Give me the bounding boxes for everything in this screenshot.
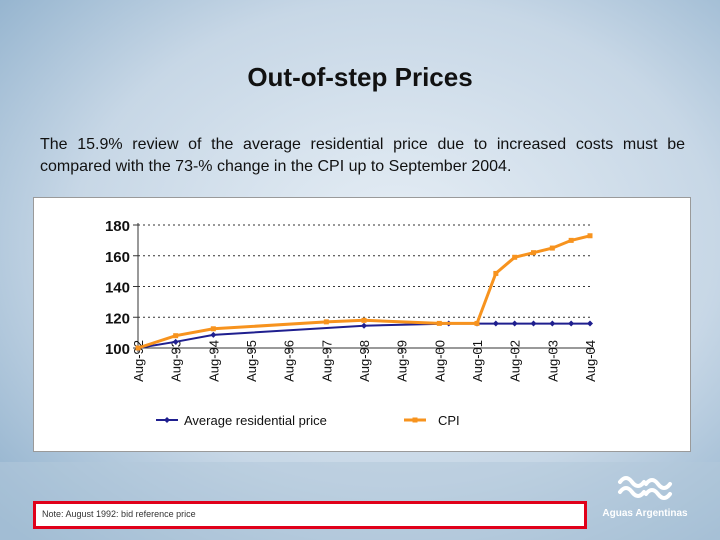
cpi-point bbox=[587, 233, 593, 239]
x-tick-label: Aug-01 bbox=[470, 340, 485, 382]
x-tick-label: Aug-95 bbox=[244, 340, 259, 382]
logo-text: Aguas Argentinas bbox=[602, 508, 688, 519]
legend-label: Average residential price bbox=[184, 413, 327, 428]
y-tick-label: 100 bbox=[105, 341, 130, 358]
x-tick-label: Aug-02 bbox=[508, 340, 523, 382]
x-tick-label: Aug-92 bbox=[131, 340, 146, 382]
company-logo: Aguas Argentinas bbox=[590, 470, 700, 520]
y-tick-label: 180 bbox=[105, 218, 130, 235]
cpi-point bbox=[436, 320, 442, 326]
legend-marker bbox=[164, 417, 170, 423]
cpi-point bbox=[323, 319, 329, 325]
x-tick-label: Aug-98 bbox=[357, 340, 372, 382]
series-line bbox=[137, 322, 590, 349]
slide-subtitle: The 15.9% review of the average resident… bbox=[40, 136, 685, 175]
cpi-point bbox=[361, 317, 367, 323]
residential-point bbox=[361, 322, 367, 329]
residential-point bbox=[511, 320, 518, 327]
cpi-point bbox=[210, 326, 216, 332]
cpi-point bbox=[512, 254, 518, 260]
legend-marker bbox=[412, 417, 418, 423]
x-tick-label: Aug-96 bbox=[282, 340, 297, 382]
slide-title: Out-of-step Prices bbox=[247, 62, 473, 92]
residential-point bbox=[210, 331, 217, 338]
x-tick-label: Aug-93 bbox=[169, 340, 184, 382]
cpi-point bbox=[493, 270, 499, 276]
residential-point bbox=[549, 320, 556, 327]
x-tick-label: Aug-97 bbox=[319, 340, 334, 382]
residential-point bbox=[530, 320, 537, 327]
note-text: Note: August 1992: bid reference price bbox=[42, 509, 196, 519]
series-line bbox=[137, 234, 591, 350]
cpi-point bbox=[135, 345, 141, 351]
cpi-point bbox=[549, 245, 555, 251]
note-box: Note: August 1992: bid reference price bbox=[33, 501, 587, 529]
x-tick-label: Aug-99 bbox=[395, 340, 410, 382]
cpi-point bbox=[531, 250, 536, 256]
cpi-point bbox=[474, 320, 480, 326]
y-tick-label: 120 bbox=[105, 310, 130, 327]
y-tick-label: 140 bbox=[105, 280, 130, 297]
chart-panel: 100 120 140 160 180 Aug-92 Aug-93 Aug-94 Aug-95 A… bbox=[33, 197, 691, 452]
legend-label: CPI bbox=[438, 413, 460, 428]
residential-point bbox=[568, 320, 575, 327]
x-tick-label: Aug-94 bbox=[206, 340, 221, 382]
cpi-point bbox=[568, 237, 574, 243]
aguas-argentinas-wave-logo-icon bbox=[618, 476, 672, 500]
x-tick-label: Aug-04 bbox=[583, 340, 598, 382]
residential-point bbox=[587, 320, 593, 327]
residential-point bbox=[172, 338, 179, 345]
y-tick-label: 160 bbox=[105, 249, 130, 266]
x-tick-label: Aug-03 bbox=[545, 340, 560, 382]
x-tick-label: Aug-00 bbox=[432, 340, 447, 382]
line-chart: 100 120 140 160 180 Aug-92 Aug-93 Aug-94 Aug-95 A… bbox=[105, 218, 598, 428]
cpi-point bbox=[173, 333, 179, 339]
residential-point bbox=[492, 320, 499, 327]
